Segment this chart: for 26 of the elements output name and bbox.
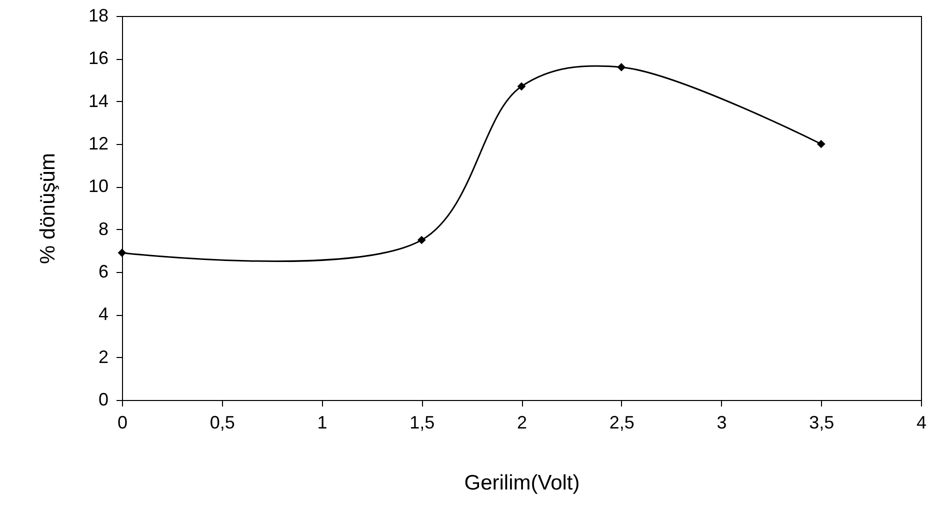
- point: [816, 140, 826, 148]
- x-tick-label: 1,5: [410, 412, 435, 432]
- y-tick-label: 0: [98, 390, 108, 410]
- y-tick-label: 12: [88, 134, 108, 154]
- y-tick-label: 18: [88, 6, 108, 26]
- point: [517, 82, 526, 91]
- x-tick-label: 0,5: [210, 412, 235, 432]
- x-tick-label: 1: [317, 412, 328, 432]
- y-tick-label: 16: [88, 48, 108, 68]
- y-tick-label: 10: [88, 176, 108, 196]
- y-axis-title: % dönüşüm: [36, 153, 60, 264]
- x-tick-label: 3,5: [809, 412, 834, 432]
- point: [617, 63, 626, 72]
- x-axis-title: Gerilim(Volt): [464, 472, 580, 494]
- x-tick-label: 2: [516, 412, 528, 432]
- x-tick-label: 2,5: [609, 412, 634, 432]
- y-tick-label: 2: [98, 346, 108, 367]
- point: [118, 248, 126, 257]
- y-tick-label: 6: [98, 262, 108, 282]
- x-tick-label: 4: [916, 412, 927, 432]
- y-tick-label: 14: [88, 90, 108, 111]
- y-tick-label: 4: [98, 304, 108, 324]
- x-tick-label: 0: [117, 412, 128, 432]
- point: [417, 236, 426, 244]
- y-tick-label: 8: [98, 218, 108, 239]
- x-tick-label: 3: [716, 412, 727, 432]
